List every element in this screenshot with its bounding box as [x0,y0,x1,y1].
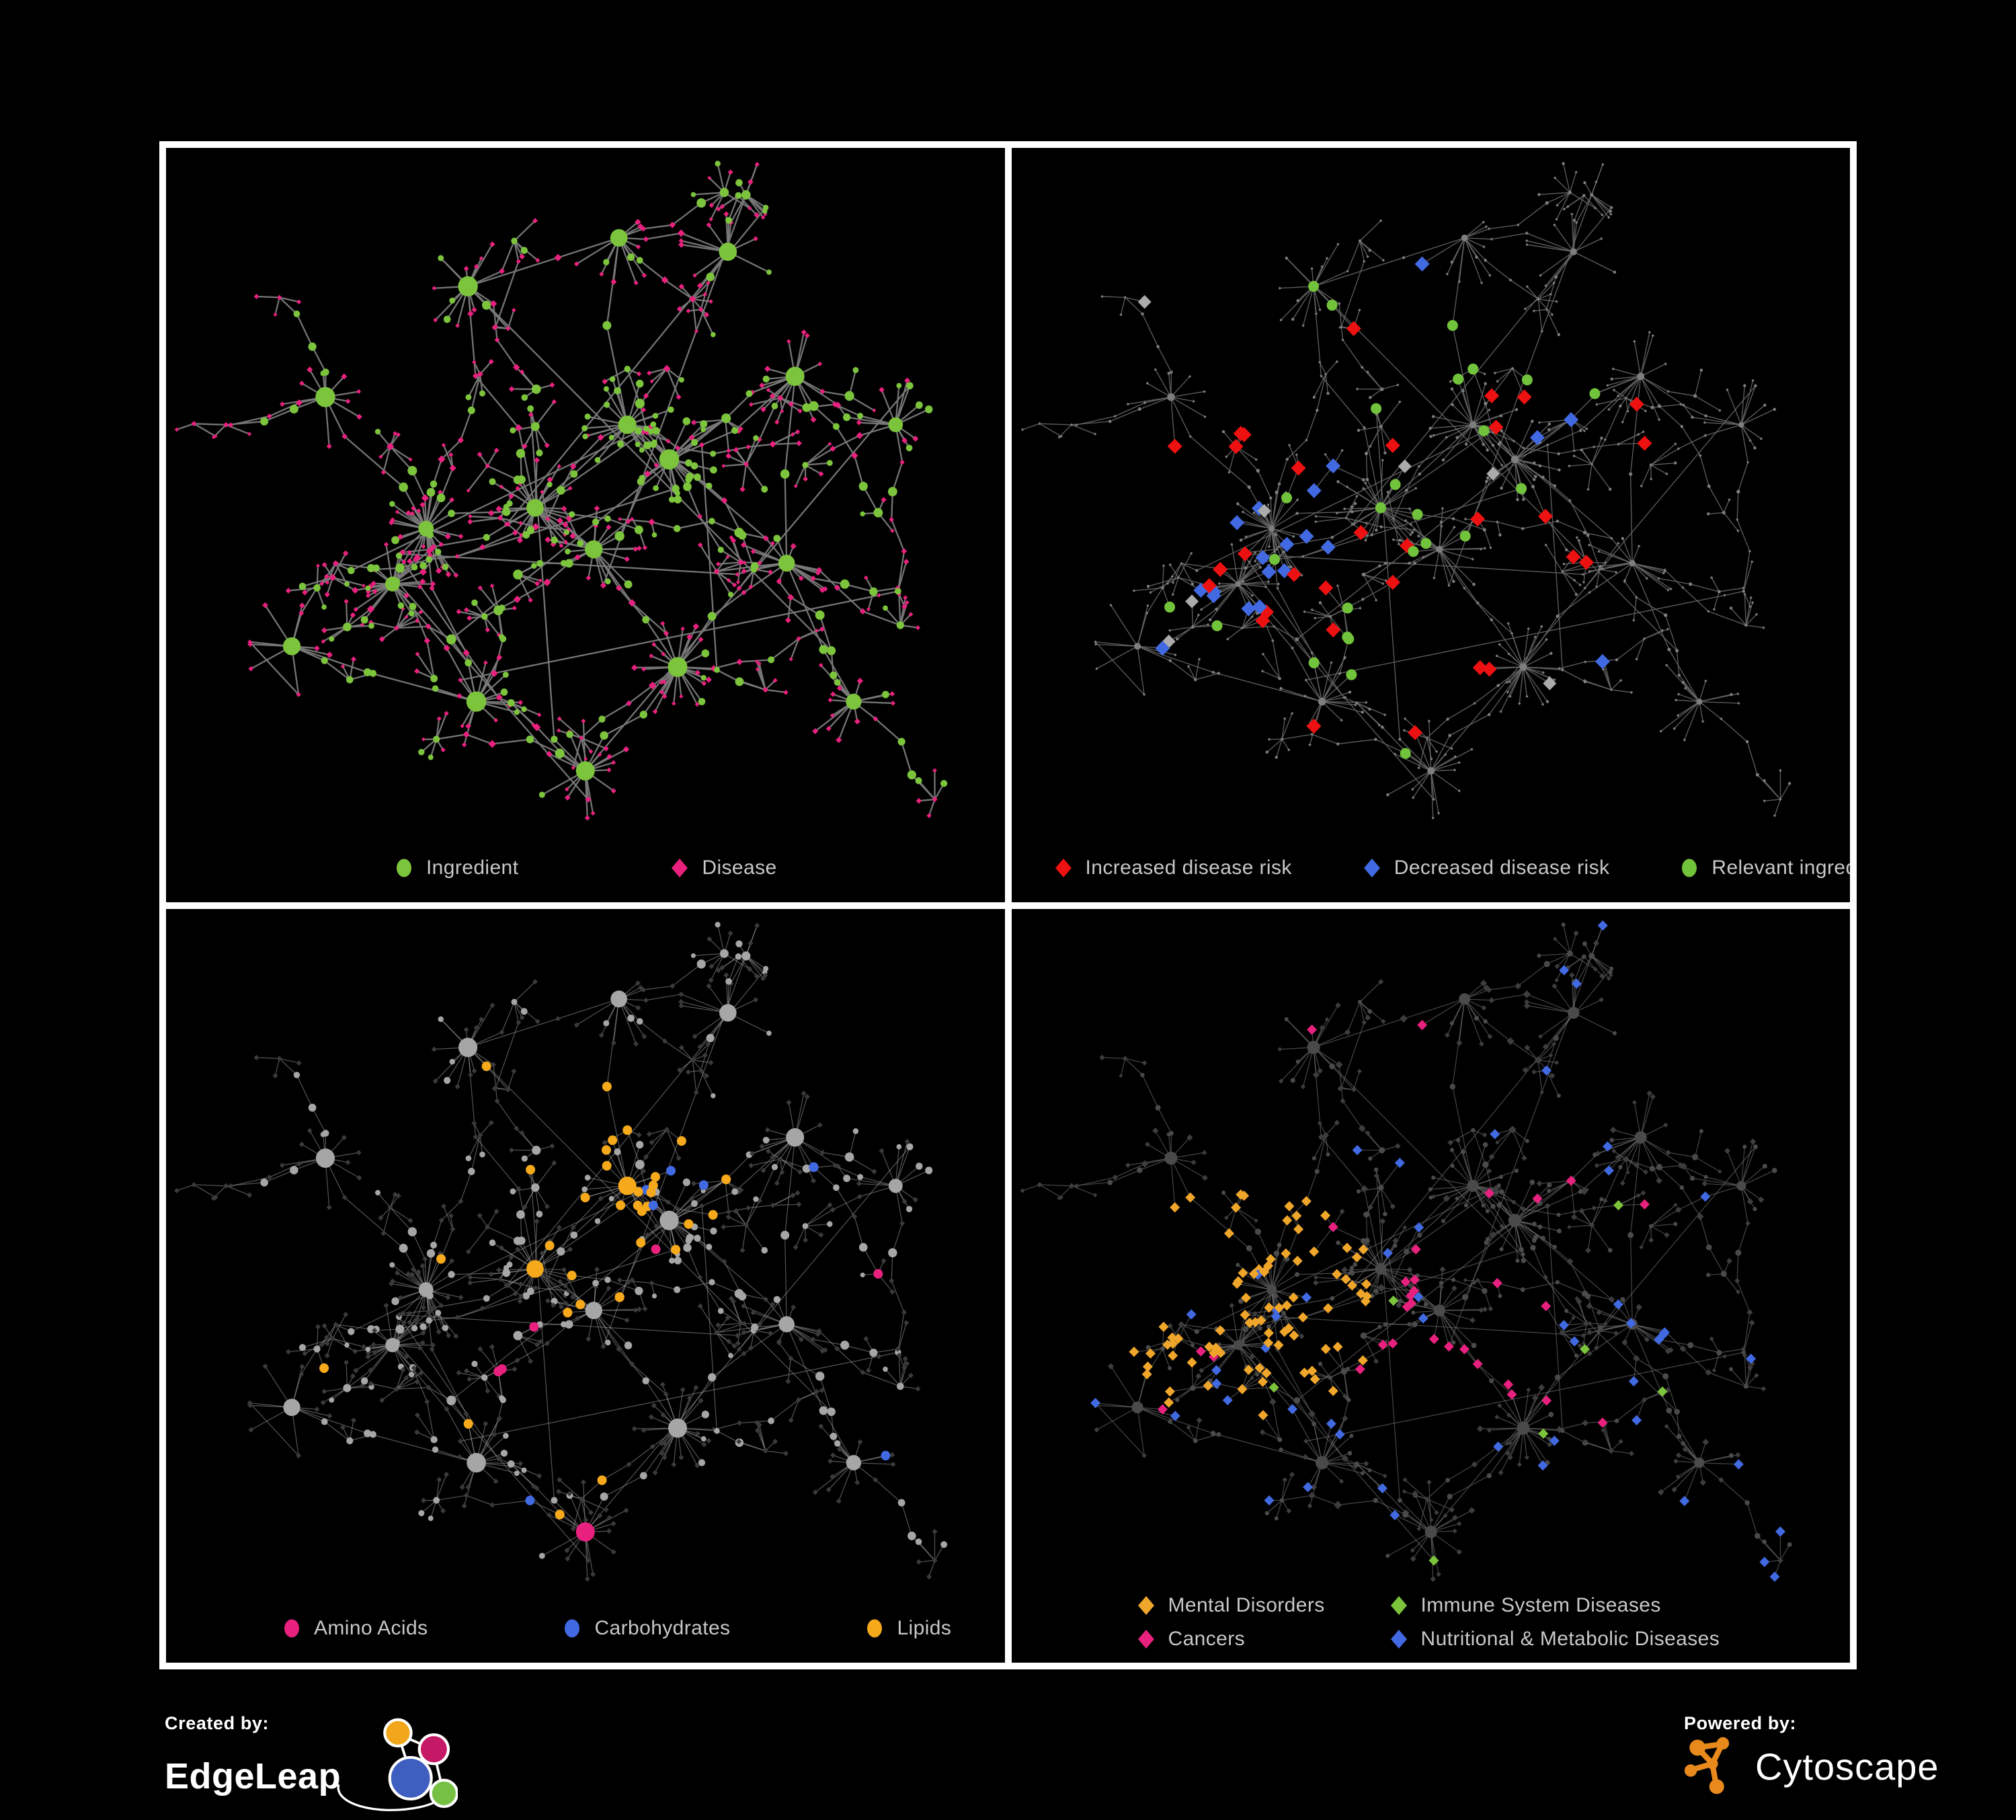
legend-label: Ingredient [426,856,519,879]
network-graph-disease-risk [1020,162,1791,820]
legend-item-disease: Disease [670,857,776,879]
legend-item-increased-risk: Increased disease risk [1053,857,1292,879]
legend-ingredient-disease: Ingredient Disease [166,857,1005,879]
legend-item-ingredient: Ingredient [394,857,518,879]
edgeleap-logo-icon [337,1718,458,1811]
increased-risk-diamond-icon [1055,858,1072,877]
network-graph-ingredient-disease [174,161,948,821]
legend-label: Nutritional & Metabolic Diseases [1420,1628,1720,1650]
carbohydrates-circle-icon [565,1619,580,1638]
powered-by-block: Powered by: Cytoscape [1684,1713,1939,1797]
legend-item-mental-disorders: Mental Disorders [1136,1594,1389,1617]
legend-label: Decreased disease risk [1394,856,1610,879]
mental-disorders-diamond-icon [1137,1596,1154,1615]
edgeleap-wordmark: EdgeLeap [165,1756,341,1796]
cytoscape-wordmark: Cytoscape [1755,1745,1939,1788]
lipids-circle-icon [867,1619,883,1638]
legend-disease-classes: Mental Disorders Immune System Diseases … [1012,1594,1851,1651]
decreased-risk-diamond-icon [1363,858,1380,877]
ingredient-circle-icon [396,859,411,877]
legend-item-decreased-risk: Decreased disease risk [1362,857,1610,879]
panel-nutrient-classes: Amino Acids Carbohydrates Lipids [166,908,1005,1663]
disease-diamond-icon [672,858,688,877]
legend-label: Lipids [897,1617,952,1639]
legend-label: Cancers [1168,1628,1246,1650]
legend-item-carbohydrates: Carbohydrates [562,1617,730,1640]
immune-diseases-diamond-icon [1390,1596,1407,1615]
legend-label: Carbohydrates [594,1617,731,1639]
legend-item-nutritional-metabolic-diseases: Nutritional & Metabolic Diseases [1389,1628,1851,1651]
network-graph-nutrient-classes [174,921,948,1582]
legend-item-immune-system-diseases: Immune System Diseases [1389,1594,1851,1617]
legend-label: Disease [702,856,777,879]
amino-acids-circle-icon [284,1619,299,1638]
panel-disease-risk: Increased disease risk Decreased disease… [1011,148,1850,902]
legend-nutrient-classes: Amino Acids Carbohydrates Lipids [166,1617,1005,1640]
legend-label: Relevant ingredient [1711,856,1850,879]
legend-disease-risk: Increased disease risk Decreased disease… [1012,857,1850,879]
nutritional-metabolic-diamond-icon [1390,1630,1407,1649]
created-by-block: Created by: EdgeLeap [165,1713,458,1817]
panel-disease-classes: Mental Disorders Immune System Diseases … [1011,908,1851,1663]
cancers-diamond-icon [1137,1630,1154,1649]
legend-item-relevant-ingredient: Relevant ingredient [1679,857,1850,879]
created-by-label: Created by: [165,1713,270,1733]
powered-by-label: Powered by: [1684,1713,1797,1733]
panel-grid: Ingredient Disease Increased disease [159,141,1857,1669]
relevant-ingredient-circle-icon [1682,859,1697,877]
panel-ingredient-disease: Ingredient Disease [166,148,1005,902]
legend-item-lipids: Lipids [864,1617,951,1640]
legend-label: Amino Acids [314,1617,428,1639]
legend-label: Immune System Diseases [1420,1594,1661,1616]
legend-item-cancers: Cancers [1136,1628,1389,1651]
legend-label: Mental Disorders [1168,1594,1325,1616]
network-graph-disease-classes [1020,920,1792,1582]
cytoscape-logo-icon [1684,1737,1730,1794]
legend-label: Increased disease risk [1085,856,1292,879]
legend-item-amino-acids: Amino Acids [282,1617,428,1640]
